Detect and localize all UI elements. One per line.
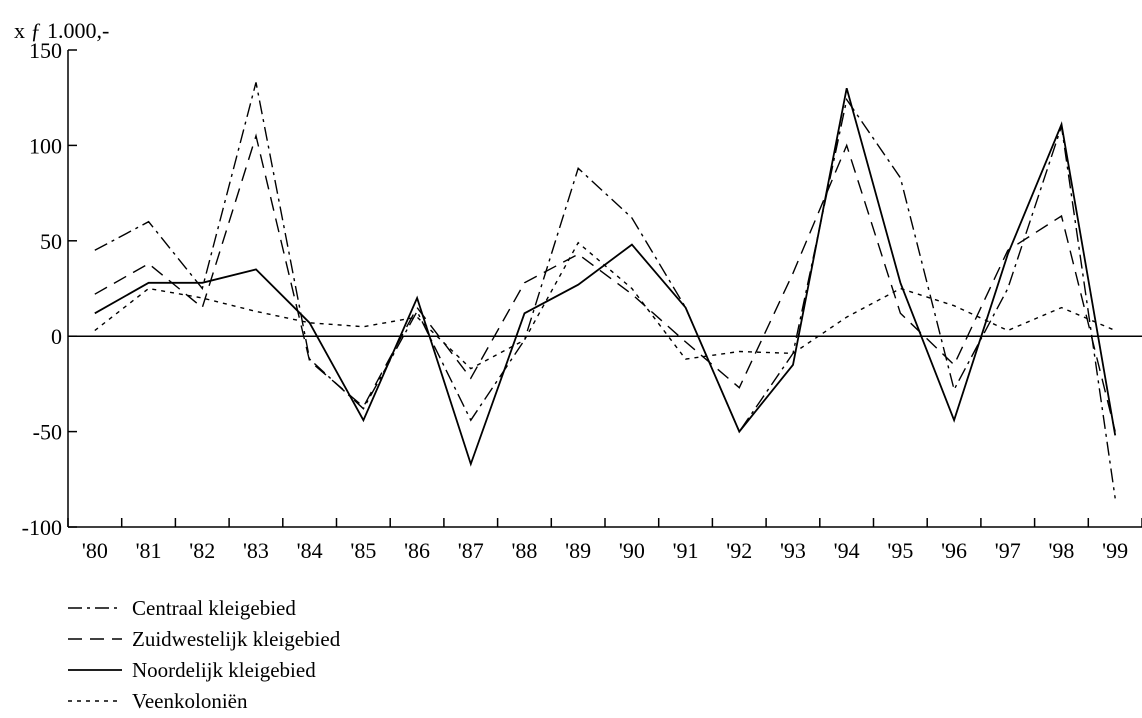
series-line-2 bbox=[94, 87, 1117, 467]
legend-label-0: Centraal kleigebied bbox=[132, 596, 296, 620]
series-line-0 bbox=[94, 82, 1116, 499]
x-tick-label: '85 bbox=[350, 538, 376, 563]
x-tick-label: '97 bbox=[995, 538, 1021, 563]
legend: Centraal kleigebied Zuidwestelijk kleigeb… bbox=[68, 596, 341, 713]
y-axis-unit-label: x ƒ 1.000,- bbox=[14, 18, 109, 43]
x-tick-label: '94 bbox=[834, 538, 860, 563]
x-tick-label: '84 bbox=[297, 538, 323, 563]
x-tick-label: '93 bbox=[780, 538, 806, 563]
series-lines bbox=[94, 82, 1117, 499]
axes bbox=[67, 50, 1142, 528]
x-tick-label: '95 bbox=[887, 538, 913, 563]
x-tick-label: '99 bbox=[1102, 538, 1128, 563]
x-tick-label: '88 bbox=[511, 538, 537, 563]
x-tick-label: '92 bbox=[726, 538, 752, 563]
x-tick-label: '87 bbox=[458, 538, 484, 563]
y-tick-label: 100 bbox=[29, 133, 62, 158]
x-tick-label: '80 bbox=[82, 538, 108, 563]
legend-label-3: Veenkoloniën bbox=[132, 689, 248, 713]
x-tick-label: '86 bbox=[404, 538, 430, 563]
series-line-1 bbox=[94, 133, 1116, 432]
x-tick-label: '96 bbox=[941, 538, 967, 563]
y-tick-label: -50 bbox=[33, 420, 62, 445]
x-tick-label: '89 bbox=[565, 538, 591, 563]
y-tick-label: 150 bbox=[29, 38, 62, 63]
x-tick-label: '83 bbox=[243, 538, 269, 563]
y-tick-label: 50 bbox=[40, 229, 62, 254]
y-axis-ticks: 150 100 50 0 -50 -100 bbox=[22, 38, 77, 540]
x-tick-label: '90 bbox=[619, 538, 645, 563]
y-tick-label: -100 bbox=[22, 515, 62, 540]
x-tick-label: '91 bbox=[673, 538, 699, 563]
x-tick-label: '81 bbox=[136, 538, 162, 563]
x-axis-ticks: '80 '81 '82 '83 '84 '85 '86 '87 '88 '89 '90 '91 '92 '… bbox=[67, 518, 1142, 563]
legend-label-1: Zuidwestelijk kleigebied bbox=[132, 627, 341, 651]
legend-label-2: Noordelijk kleigebied bbox=[132, 658, 316, 682]
x-tick-label: '98 bbox=[1048, 538, 1074, 563]
y-tick-label: 0 bbox=[51, 324, 62, 349]
x-tick-label: '82 bbox=[189, 538, 215, 563]
series-line-3 bbox=[94, 241, 1116, 370]
